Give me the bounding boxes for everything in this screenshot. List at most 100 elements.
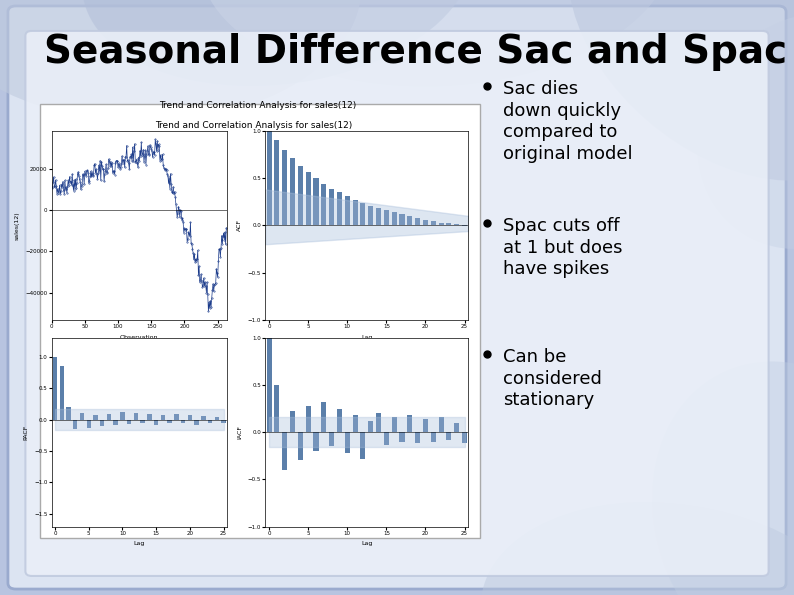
Y-axis label: sales(12): sales(12) — [15, 211, 20, 240]
Bar — [174, 414, 179, 419]
Bar — [160, 415, 165, 419]
Bar — [127, 419, 131, 424]
Bar — [399, 432, 405, 441]
Text: Sac dies
down quickly
compared to
original model: Sac dies down quickly compared to origin… — [503, 80, 632, 163]
Bar — [415, 432, 420, 443]
Bar — [290, 158, 295, 226]
Bar — [79, 413, 84, 419]
Bar — [114, 419, 118, 425]
Bar — [282, 150, 287, 226]
Bar — [141, 419, 145, 423]
Bar — [314, 178, 318, 226]
Bar — [462, 432, 467, 443]
Bar — [407, 216, 412, 226]
Bar — [360, 203, 365, 226]
Bar — [222, 419, 225, 423]
Text: Trend and Correlation Analysis for sales(12): Trend and Correlation Analysis for sales… — [160, 101, 357, 110]
Y-axis label: PACF: PACF — [24, 424, 29, 440]
Bar — [100, 419, 104, 426]
Bar — [298, 432, 303, 461]
X-axis label: Lag: Lag — [361, 541, 372, 546]
Bar — [431, 221, 436, 226]
Bar — [298, 166, 303, 226]
Bar — [384, 210, 389, 226]
Bar — [275, 385, 279, 432]
Bar — [353, 415, 357, 432]
Y-axis label: ACF: ACF — [237, 220, 242, 231]
Bar — [214, 417, 219, 419]
Bar — [195, 419, 198, 425]
Bar — [147, 415, 152, 419]
Ellipse shape — [83, 0, 473, 86]
Bar — [282, 432, 287, 470]
Bar — [423, 419, 428, 432]
Bar — [337, 192, 342, 226]
Bar — [52, 356, 57, 419]
Bar — [93, 415, 98, 419]
Bar — [376, 414, 381, 432]
Text: Seasonal Difference Sac and Spac: Seasonal Difference Sac and Spac — [44, 33, 787, 71]
Bar — [73, 419, 77, 429]
X-axis label: Observation: Observation — [120, 334, 159, 340]
Bar — [384, 432, 389, 445]
Bar — [267, 131, 272, 226]
Bar — [446, 224, 452, 226]
X-axis label: Lag: Lag — [133, 541, 145, 546]
Bar — [87, 419, 91, 428]
Bar — [322, 184, 326, 226]
FancyBboxPatch shape — [8, 6, 786, 589]
Bar — [415, 218, 420, 226]
Ellipse shape — [652, 361, 794, 595]
Bar — [306, 173, 310, 226]
Bar — [454, 422, 459, 432]
Bar — [208, 419, 212, 422]
Bar — [267, 338, 272, 432]
Bar — [201, 416, 206, 419]
Ellipse shape — [480, 502, 794, 595]
Bar — [423, 220, 428, 226]
Bar — [353, 200, 357, 226]
FancyBboxPatch shape — [25, 31, 769, 576]
Bar — [360, 432, 365, 459]
Bar — [391, 417, 397, 432]
Bar — [438, 417, 444, 432]
Bar — [399, 214, 405, 226]
Bar — [322, 402, 326, 432]
Bar — [60, 366, 64, 419]
Bar — [407, 415, 412, 432]
Bar — [368, 205, 373, 226]
Bar — [345, 432, 350, 453]
Bar — [106, 414, 111, 419]
Bar — [275, 140, 279, 226]
Bar — [391, 212, 397, 226]
FancyBboxPatch shape — [40, 104, 480, 538]
Bar — [368, 421, 373, 432]
Title: Trend and Correlation Analysis for sales(12): Trend and Correlation Analysis for sales… — [155, 121, 352, 130]
Ellipse shape — [568, 0, 794, 181]
Bar — [345, 196, 350, 226]
Bar — [187, 415, 192, 419]
Bar — [329, 189, 334, 226]
Bar — [181, 419, 185, 422]
Bar — [431, 432, 436, 441]
Bar — [154, 419, 158, 425]
Bar — [168, 419, 172, 423]
Bar — [329, 432, 334, 446]
Bar — [133, 413, 138, 419]
Ellipse shape — [0, 0, 361, 122]
Ellipse shape — [697, 13, 794, 249]
Text: Spac cuts off
at 1 but does
have spikes: Spac cuts off at 1 but does have spikes — [503, 217, 622, 278]
Bar — [306, 406, 310, 432]
X-axis label: Lag: Lag — [361, 334, 372, 340]
Bar — [438, 223, 444, 226]
Bar — [290, 411, 295, 432]
Bar — [446, 432, 452, 440]
Bar — [120, 412, 125, 419]
Y-axis label: IACF: IACF — [237, 425, 242, 439]
Bar — [66, 407, 71, 419]
Ellipse shape — [198, 0, 675, 87]
Bar — [376, 208, 381, 226]
Bar — [454, 224, 459, 226]
Text: Can be
considered
stationary: Can be considered stationary — [503, 348, 602, 409]
Bar — [314, 432, 318, 451]
